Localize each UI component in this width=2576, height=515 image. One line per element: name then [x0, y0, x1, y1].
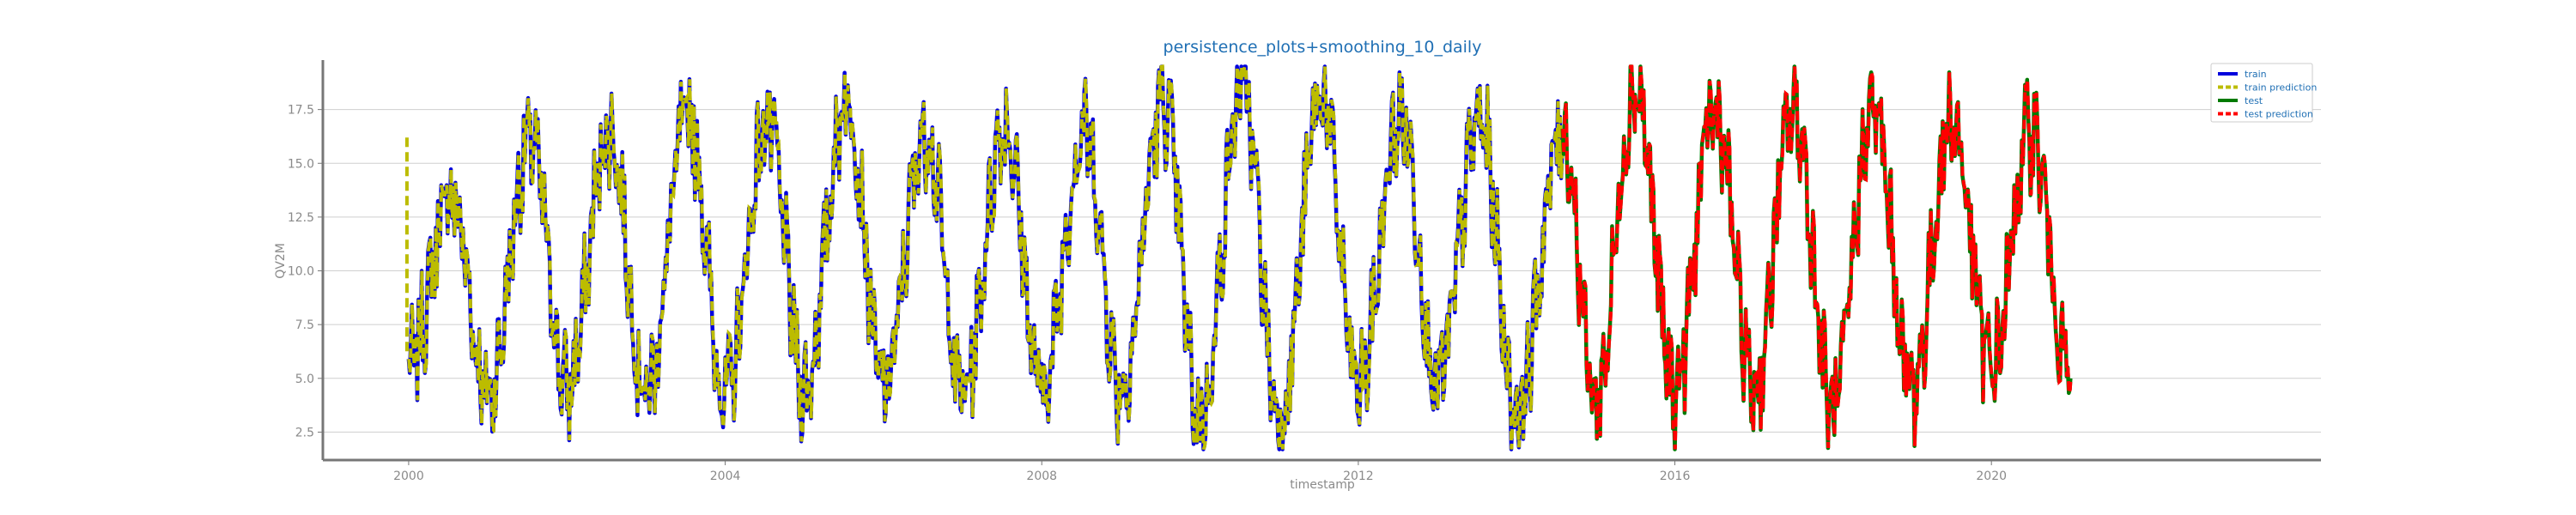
legend-frame	[2210, 63, 2313, 123]
y-tick-label: 2.5	[295, 426, 314, 439]
x-axis-label: timestamp	[1290, 478, 1355, 492]
chart-title: persistence_plots+smoothing_10_daily	[1163, 38, 1482, 57]
y-tick-label: 7.5	[295, 318, 314, 332]
x-tick-label: 2012	[1343, 470, 1374, 483]
legend-label: test prediction	[2245, 109, 2313, 120]
x-tick-label: 2004	[710, 470, 741, 483]
legend-label: test	[2245, 95, 2263, 106]
x-tick-label: 2020	[1976, 470, 2007, 483]
x-tick-label: 2000	[393, 470, 424, 483]
legend-label: train prediction	[2245, 82, 2317, 94]
legend-label: train	[2245, 69, 2267, 80]
x-tick-labels: 2000 2004 2008 2012 2016 2020	[393, 460, 2007, 483]
series-test-prediction-line	[1561, 64, 2073, 450]
y-tick-label: 17.5	[288, 104, 314, 118]
x-tick-label: 2008	[1026, 470, 1057, 483]
y-tick-label: 12.5	[288, 211, 314, 225]
y-axis-label: QV2M	[274, 243, 288, 279]
y-tick-label: 10.0	[288, 265, 314, 279]
y-tick-label: 15.0	[288, 157, 314, 171]
y-tick-label: 5.0	[295, 373, 314, 386]
x-tick-label: 2016	[1660, 470, 1691, 483]
series-layer	[404, 64, 2073, 451]
series-train-prediction-line	[407, 64, 1565, 451]
y-tick-labels: 2.5 5.0 7.5 10.0 12.5 15.0 17.5	[288, 104, 323, 439]
